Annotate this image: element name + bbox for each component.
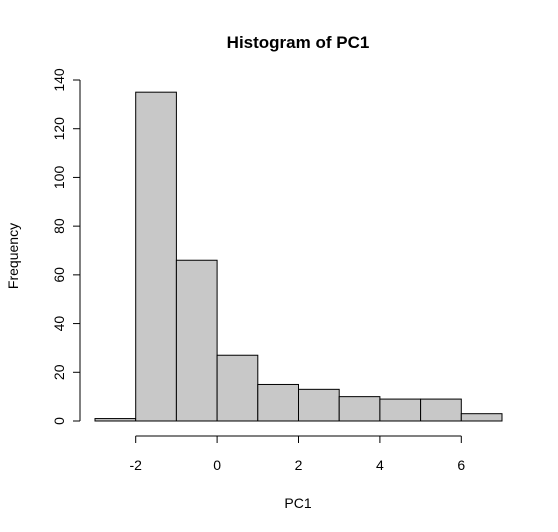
y-tick-label: 140 [51,68,67,92]
x-tick-label: 4 [376,457,384,473]
histogram-bar [298,388,340,422]
x-axis-label: PC1 [284,495,311,511]
histogram-bar [379,398,422,422]
y-tick-label: 120 [51,117,67,141]
bars-group [94,91,503,422]
x-tick-label: 2 [295,457,303,473]
histogram-bar [338,396,381,422]
chart-title: Histogram of PC1 [227,33,370,52]
histogram-bar [216,354,259,422]
y-tick-label: 20 [51,364,67,380]
x-tick-label: 6 [457,457,465,473]
y-tick-label: 80 [51,218,67,234]
histogram-bar [94,418,137,422]
histogram-bar [135,91,177,422]
x-tick-label: -2 [129,457,142,473]
y-axis-label: Frequency [5,223,21,289]
y-tick-label: 100 [51,166,67,190]
x-axis: -2 0 2 4 6 [129,435,465,473]
histogram-bar [257,383,299,422]
y-tick-label: 60 [51,267,67,283]
x-tick-label: 0 [213,457,221,473]
y-axis: 0 20 40 60 80 100 120 140 [51,68,81,425]
y-tick-label: 40 [51,316,67,332]
histogram-bar [175,259,218,422]
histogram-bar [460,413,503,422]
histogram-bar [420,398,462,422]
y-tick-label: 0 [51,417,67,425]
